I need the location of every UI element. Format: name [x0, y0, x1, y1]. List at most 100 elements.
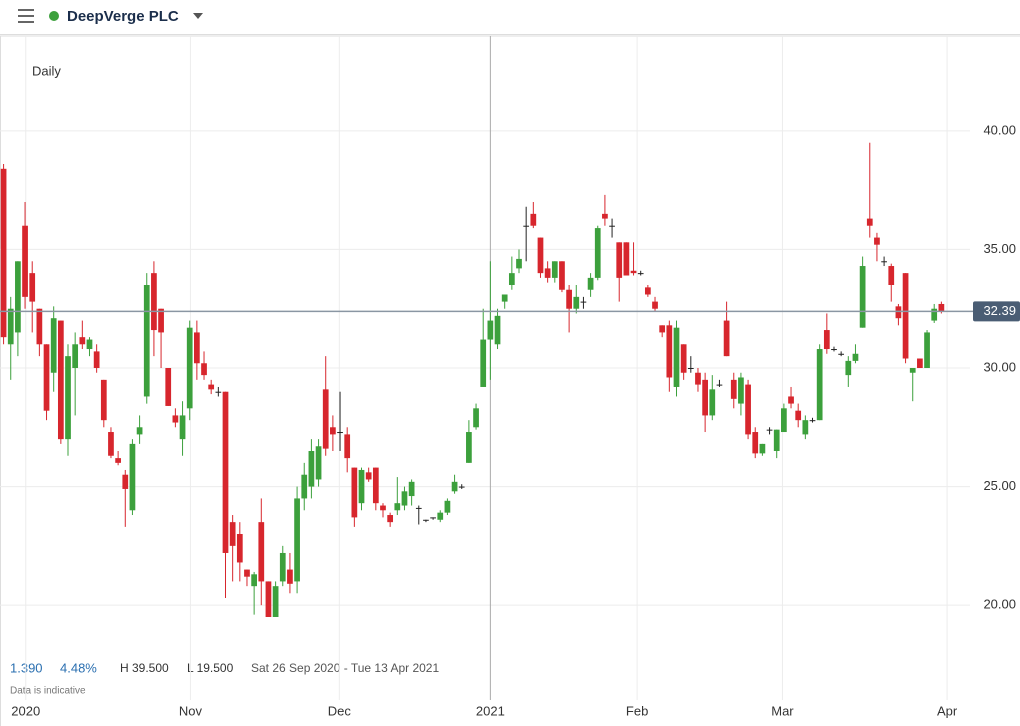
candle-body	[415, 507, 422, 509]
candle-body	[573, 296, 580, 309]
candle-body	[494, 315, 501, 345]
candle-body	[365, 472, 372, 480]
candle-body	[623, 242, 630, 276]
last-price-box	[973, 301, 1020, 322]
note: Data is indicative	[10, 686, 86, 697]
candle-body	[809, 420, 816, 422]
candle-body	[480, 339, 487, 387]
candle-body	[917, 358, 923, 368]
status-dot	[49, 11, 59, 21]
y-tick-label: 40.00	[983, 122, 1016, 137]
candle-body	[50, 318, 57, 373]
y-tick-label: 35.00	[983, 241, 1016, 256]
candle-body	[924, 332, 930, 368]
candle-body	[265, 581, 272, 617]
candle-body	[208, 384, 215, 390]
candle-body	[186, 327, 193, 409]
candle-body	[358, 469, 365, 504]
candle-body	[158, 308, 164, 333]
candle-body	[272, 586, 279, 617]
candle-body	[544, 268, 551, 278]
candle-body	[100, 379, 107, 421]
candle-body	[673, 327, 680, 387]
y-tick-label: 30.00	[983, 359, 1016, 374]
candle-body	[0, 168, 7, 338]
change-pct: 4.48%	[60, 660, 97, 675]
candle-body	[551, 261, 558, 278]
candle-body	[637, 273, 644, 275]
interval-label: Daily	[32, 63, 61, 78]
x-tick-label: Apr	[937, 703, 958, 718]
candle-body	[702, 379, 708, 416]
candle-body	[401, 491, 408, 506]
candle-body	[709, 389, 716, 416]
candle-body	[816, 349, 823, 421]
candle-body	[845, 360, 852, 376]
candle-body	[723, 320, 730, 357]
candle-body	[487, 320, 494, 340]
candle-body	[838, 353, 845, 355]
candle-body	[516, 258, 522, 269]
candle-body	[423, 519, 429, 521]
high-label: H 39.500	[120, 661, 169, 675]
y-tick-label: 20.00	[983, 597, 1016, 612]
candle-body	[330, 427, 336, 435]
x-tick-label: Feb	[626, 703, 648, 718]
candle-body	[308, 451, 315, 487]
candle-body	[680, 344, 687, 373]
candle-body	[337, 432, 343, 434]
candle-body	[143, 285, 150, 397]
candle-body	[136, 427, 143, 435]
candle-body	[594, 228, 601, 278]
candle-body	[501, 294, 508, 302]
candle-body	[215, 391, 222, 393]
candle-body	[466, 432, 472, 463]
candle-body	[201, 363, 207, 376]
candle-body	[616, 242, 623, 278]
candle-body	[279, 552, 286, 582]
candle-body	[72, 344, 79, 368]
candle-body	[931, 308, 938, 321]
candle-body	[652, 301, 658, 309]
candle-body	[773, 429, 780, 451]
candle-body	[752, 432, 759, 454]
candle-body	[781, 408, 787, 433]
instrument-title[interactable]: DeepVerge PLC	[67, 8, 179, 25]
candle-body	[831, 349, 837, 351]
candle-body	[43, 344, 50, 411]
candle-body	[301, 474, 308, 499]
date-range: Sat 26 Sep 2020 - Tue 13 Apr 2021	[251, 661, 439, 675]
dropdown-caret[interactable]	[193, 13, 203, 19]
candle-body	[644, 287, 651, 295]
candle-body	[29, 273, 36, 302]
x-tick-label: Dec	[328, 703, 352, 718]
candle-body	[759, 443, 766, 454]
candle-body	[766, 429, 773, 431]
candle-body	[372, 467, 379, 504]
candle-body	[172, 415, 179, 423]
candle-body	[22, 225, 28, 297]
candle-body	[408, 481, 415, 497]
top-bar: DeepVerge PLC	[0, 0, 1020, 35]
candle-body	[716, 384, 723, 386]
candle-body	[165, 368, 172, 406]
candle-body	[523, 225, 530, 227]
candle-body	[852, 353, 859, 361]
candle-body	[823, 330, 830, 350]
candle-body	[473, 408, 479, 428]
candle-body	[86, 339, 93, 350]
candle-body	[57, 320, 64, 440]
x-tick-label: Mar	[771, 703, 794, 718]
candle-body	[866, 218, 873, 226]
candle-body	[609, 225, 615, 227]
candle-body	[566, 289, 572, 309]
menu-icon[interactable]	[18, 9, 34, 23]
candle-body	[888, 266, 895, 285]
candle-body	[315, 446, 322, 480]
candle-body	[587, 277, 594, 290]
candle-body	[287, 569, 293, 584]
candle-body	[79, 337, 86, 345]
candle-body	[895, 306, 902, 319]
